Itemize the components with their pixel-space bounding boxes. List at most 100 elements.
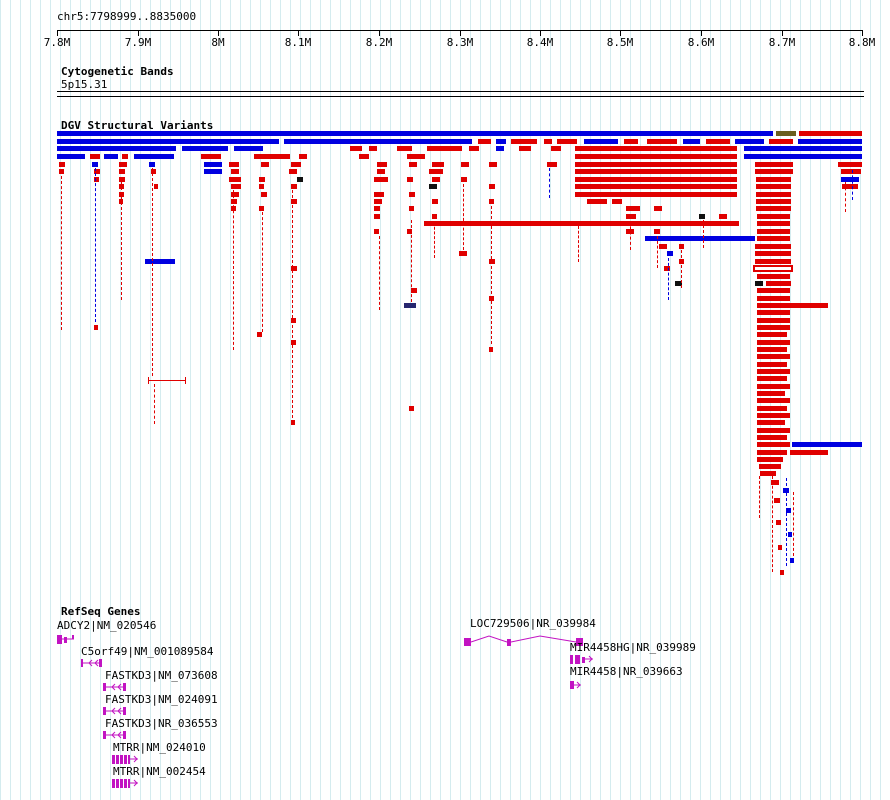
variant-bar[interactable] [122,154,128,159]
variant-bar[interactable] [478,139,491,144]
variant-bar[interactable] [291,340,296,345]
variant-bar[interactable] [461,162,469,167]
variant-bar[interactable] [675,281,682,286]
variant-bar[interactable] [231,199,237,204]
variant-bar[interactable] [284,139,472,144]
variant-bar[interactable] [204,169,222,174]
gene-glyph[interactable] [81,655,105,674]
variant-bar[interactable] [289,169,297,174]
variant-bar[interactable] [182,146,228,151]
variant-bar[interactable] [551,146,561,151]
variant-bar[interactable] [626,214,636,219]
variant-bar[interactable] [432,214,437,219]
variant-bar[interactable] [647,139,677,144]
variant-bar[interactable] [838,162,862,167]
variant-bar[interactable] [374,229,379,234]
variant-bar[interactable] [231,169,239,174]
variant-bar[interactable] [234,146,263,151]
variant-bar[interactable] [432,162,444,167]
variant-bar[interactable] [757,354,790,359]
variant-bar[interactable] [461,177,467,182]
variant-bar[interactable] [57,131,773,136]
variant-bar[interactable] [57,154,85,159]
variant-bar[interactable] [57,139,279,144]
variant-bar[interactable] [469,146,479,151]
variant-bar[interactable] [774,498,780,503]
variant-bar[interactable] [679,244,684,249]
variant-bar[interactable] [776,520,781,525]
variant-bar[interactable] [429,184,437,189]
variant-bar[interactable] [291,162,301,167]
variant-bar[interactable] [291,318,296,323]
variant-bar[interactable] [575,146,737,151]
variant-bar[interactable] [432,177,440,182]
variant-bar[interactable] [489,199,494,204]
variant-bar[interactable] [744,154,862,159]
gene-glyph[interactable] [570,677,584,696]
variant-bar[interactable] [755,169,793,174]
variant-bar[interactable] [757,221,790,226]
variant-bar[interactable] [90,154,100,159]
variant-bar[interactable] [654,206,662,211]
variant-bar[interactable] [766,281,791,286]
variant-bar[interactable] [231,192,239,197]
variant-bar[interactable] [411,288,417,293]
variant-bar[interactable] [755,244,791,249]
variant-bar[interactable] [261,162,269,167]
variant-bar[interactable] [149,162,155,167]
variant-bar[interactable] [575,177,737,182]
variant-bar[interactable] [204,162,222,167]
variant-bar[interactable] [757,332,787,337]
variant-bar[interactable] [683,139,700,144]
variant-bar[interactable] [489,162,497,167]
variant-bar[interactable] [757,457,783,462]
variant-bar[interactable] [575,169,737,174]
variant-bar[interactable] [369,146,377,151]
variant-bar[interactable] [432,199,438,204]
variant-bar[interactable] [424,221,739,226]
variant-bar[interactable] [699,214,705,219]
variant-bar[interactable] [841,177,859,182]
variant-bar[interactable] [94,177,99,182]
variant-bar[interactable] [409,162,417,167]
variant-bar[interactable] [119,162,127,167]
variant-bar[interactable] [799,131,862,136]
variant-bar[interactable] [757,362,787,367]
variant-bar[interactable] [557,139,577,144]
variant-bar[interactable] [544,139,552,144]
variant-bar[interactable] [757,442,790,447]
variant-bar[interactable] [757,435,787,440]
gene-glyph[interactable] [57,631,77,650]
variant-bar[interactable] [780,570,784,575]
variant-bar[interactable] [59,162,65,167]
variant-bar[interactable] [404,303,416,308]
variant-bar[interactable] [154,184,158,189]
variant-bar[interactable] [792,442,862,447]
variant-bar[interactable] [291,199,297,204]
variant-bar[interactable] [374,214,380,219]
variant-bar[interactable] [757,420,785,425]
variant-bar[interactable] [94,325,98,330]
variant-bar-outlined[interactable] [753,265,793,272]
variant-bar[interactable] [719,214,727,219]
variant-bar[interactable] [757,384,790,389]
variant-bar[interactable] [409,406,414,411]
variant-bar[interactable] [841,169,861,174]
gene-glyph[interactable] [103,679,129,698]
variant-bar[interactable] [496,139,506,144]
variant-bar[interactable] [755,251,791,256]
variant-bar[interactable] [291,266,297,271]
gene-glyph[interactable] [464,633,588,652]
variant-bar[interactable] [359,154,369,159]
variant-bar[interactable] [489,259,495,264]
variant-bar[interactable] [104,154,118,159]
variant-bar[interactable] [575,162,737,167]
variant-bar[interactable] [626,206,640,211]
variant-bar[interactable] [374,177,388,182]
variant-bar[interactable] [350,146,362,151]
variant-bar[interactable] [377,169,385,174]
variant-bar[interactable] [757,369,790,374]
variant-bar[interactable] [706,139,730,144]
variant-bar[interactable] [407,229,412,234]
variant-bar[interactable] [229,162,239,167]
